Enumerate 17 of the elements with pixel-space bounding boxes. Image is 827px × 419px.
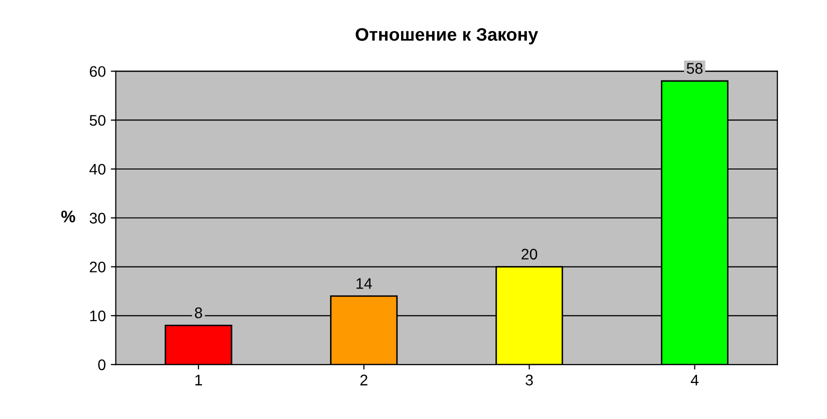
- data-label: 58: [686, 63, 703, 74]
- y-tick-label: 0: [98, 359, 106, 370]
- y-tick-label: 40: [89, 164, 106, 175]
- chart-title: Отношение к Закону: [356, 28, 538, 44]
- data-label: 20: [522, 248, 538, 260]
- y-tick-label: 60: [90, 66, 106, 77]
- x-tick-label: 2: [360, 374, 368, 386]
- data-label: 14: [356, 278, 372, 289]
- data-label: 8: [194, 307, 202, 318]
- x-tick-label: 1: [195, 374, 202, 386]
- x-tick-label: 3: [526, 374, 533, 386]
- y-tick-label: 10: [90, 310, 106, 322]
- y-tick-label: 50: [90, 114, 106, 126]
- y-tick-label: 30: [90, 212, 106, 224]
- x-tick-label: 4: [690, 374, 698, 386]
- y-axis-title: %: [61, 210, 76, 222]
- y-tick-label: 20: [90, 262, 106, 272]
